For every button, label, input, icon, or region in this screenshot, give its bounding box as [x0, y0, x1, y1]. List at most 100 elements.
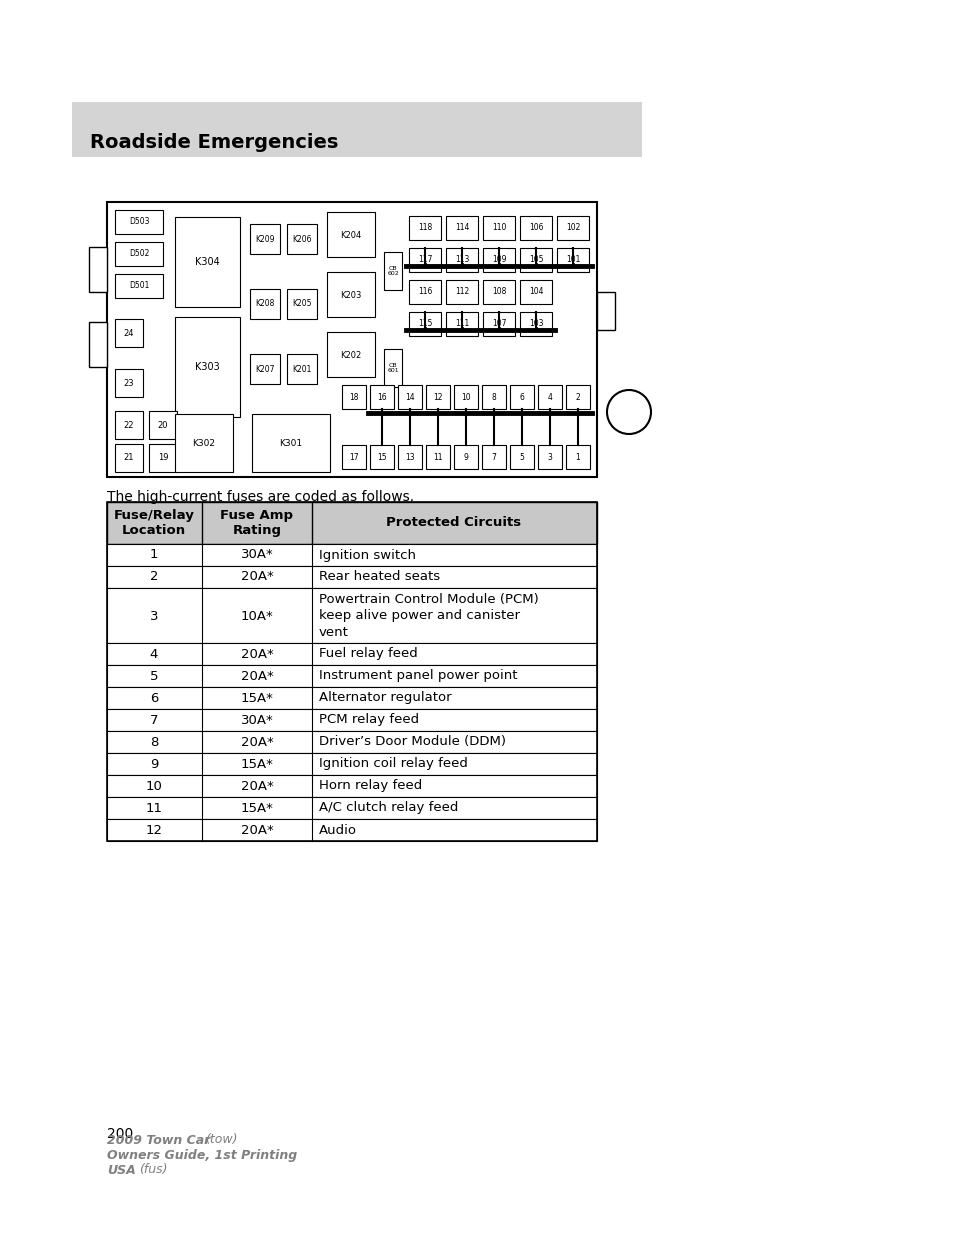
Text: Powertrain Control Module (PCM): Powertrain Control Module (PCM) — [319, 594, 539, 606]
Text: 20A*: 20A* — [241, 735, 274, 749]
Bar — [107, 818, 597, 841]
Bar — [398, 445, 422, 469]
Text: 20A*: 20A* — [241, 780, 274, 792]
Bar — [149, 411, 177, 438]
Text: Rear heated seats: Rear heated seats — [319, 570, 440, 584]
Text: 20A*: 20A* — [241, 570, 274, 584]
Bar — [342, 385, 366, 409]
Bar — [454, 385, 478, 409]
Bar — [115, 242, 163, 266]
Text: Driver’s Door Module (DDM): Driver’s Door Module (DDM) — [319, 735, 506, 749]
Text: 115: 115 — [418, 319, 432, 328]
Bar — [483, 312, 515, 337]
Bar — [520, 312, 552, 337]
Bar — [483, 248, 515, 272]
Text: 10: 10 — [461, 392, 470, 401]
Text: D502: D502 — [129, 250, 149, 258]
Bar — [175, 414, 233, 472]
Text: 104: 104 — [529, 287, 543, 297]
Text: 12: 12 — [146, 823, 162, 837]
Text: 2: 2 — [576, 392, 581, 401]
Text: 20: 20 — [157, 421, 168, 430]
Bar — [107, 775, 597, 797]
Text: Fuse Amp
Rating: Fuse Amp Rating — [221, 509, 294, 537]
Bar — [384, 252, 402, 289]
Bar — [446, 248, 478, 272]
Text: (fus): (fus) — [139, 1164, 167, 1176]
Text: Ignition coil relay feed: Ignition coil relay feed — [319, 758, 468, 770]
Text: 109: 109 — [492, 256, 506, 265]
Text: 15A*: 15A* — [241, 758, 274, 770]
Text: 9: 9 — [464, 452, 468, 462]
Text: 9: 9 — [150, 758, 158, 770]
Text: 3: 3 — [150, 610, 158, 622]
Text: 21: 21 — [124, 453, 134, 462]
Bar — [107, 566, 597, 587]
Text: 22: 22 — [124, 421, 134, 430]
Bar — [454, 445, 478, 469]
Text: 102: 102 — [565, 224, 580, 232]
Bar — [446, 312, 478, 337]
Bar — [566, 445, 590, 469]
Text: Owners Guide, 1st Printing: Owners Guide, 1st Printing — [107, 1149, 298, 1161]
Bar — [149, 443, 177, 472]
Text: 19: 19 — [157, 453, 168, 462]
Bar — [115, 443, 143, 472]
Text: K304: K304 — [195, 257, 220, 267]
Text: K204: K204 — [341, 231, 362, 240]
Bar — [107, 643, 597, 664]
Bar — [250, 354, 280, 384]
Text: 7: 7 — [150, 713, 158, 727]
Bar — [446, 279, 478, 304]
Text: PCM relay feed: PCM relay feed — [319, 713, 420, 727]
Text: 200: 200 — [107, 1126, 133, 1141]
Text: keep alive power and canister: keep alive power and canister — [319, 610, 520, 622]
Bar — [115, 274, 163, 298]
Bar — [107, 664, 597, 687]
Bar — [175, 317, 240, 417]
Text: USA: USA — [107, 1164, 135, 1176]
Text: CB
601: CB 601 — [387, 363, 398, 374]
Bar — [566, 385, 590, 409]
Bar — [72, 102, 642, 156]
Bar — [327, 212, 375, 257]
Text: A/C clutch relay feed: A/C clutch relay feed — [319, 801, 458, 815]
Bar — [115, 411, 143, 438]
Bar — [252, 414, 330, 472]
Text: 18: 18 — [349, 392, 359, 401]
Text: 20A*: 20A* — [241, 669, 274, 683]
Text: 20A*: 20A* — [241, 823, 274, 837]
Bar — [520, 248, 552, 272]
Bar — [327, 332, 375, 378]
Bar — [115, 319, 143, 347]
Bar — [107, 502, 597, 544]
Bar — [107, 544, 597, 566]
Bar — [409, 279, 441, 304]
Text: 30A*: 30A* — [241, 713, 274, 727]
Bar — [89, 247, 107, 292]
Text: 4: 4 — [547, 392, 552, 401]
Text: 117: 117 — [418, 256, 432, 265]
Text: 116: 116 — [418, 287, 432, 297]
Text: 24: 24 — [124, 328, 134, 338]
Bar — [107, 753, 597, 775]
Text: Instrument panel power point: Instrument panel power point — [319, 669, 517, 683]
Text: 2009 Town Car: 2009 Town Car — [107, 1134, 210, 1146]
Text: 107: 107 — [492, 319, 506, 328]
Text: K206: K206 — [292, 235, 312, 243]
Text: vent: vent — [319, 626, 348, 638]
Text: D501: D501 — [129, 282, 149, 291]
Text: 106: 106 — [529, 224, 543, 232]
Text: 20A*: 20A* — [241, 647, 274, 661]
Text: (tow): (tow) — [205, 1134, 237, 1146]
Text: 11: 11 — [146, 801, 162, 815]
Bar — [115, 210, 163, 233]
Text: 114: 114 — [455, 224, 469, 232]
Text: 13: 13 — [405, 452, 415, 462]
Bar — [175, 217, 240, 307]
Text: 4: 4 — [150, 647, 158, 661]
Bar — [398, 385, 422, 409]
Text: 14: 14 — [405, 392, 415, 401]
Bar — [557, 216, 589, 240]
Bar — [426, 445, 450, 469]
